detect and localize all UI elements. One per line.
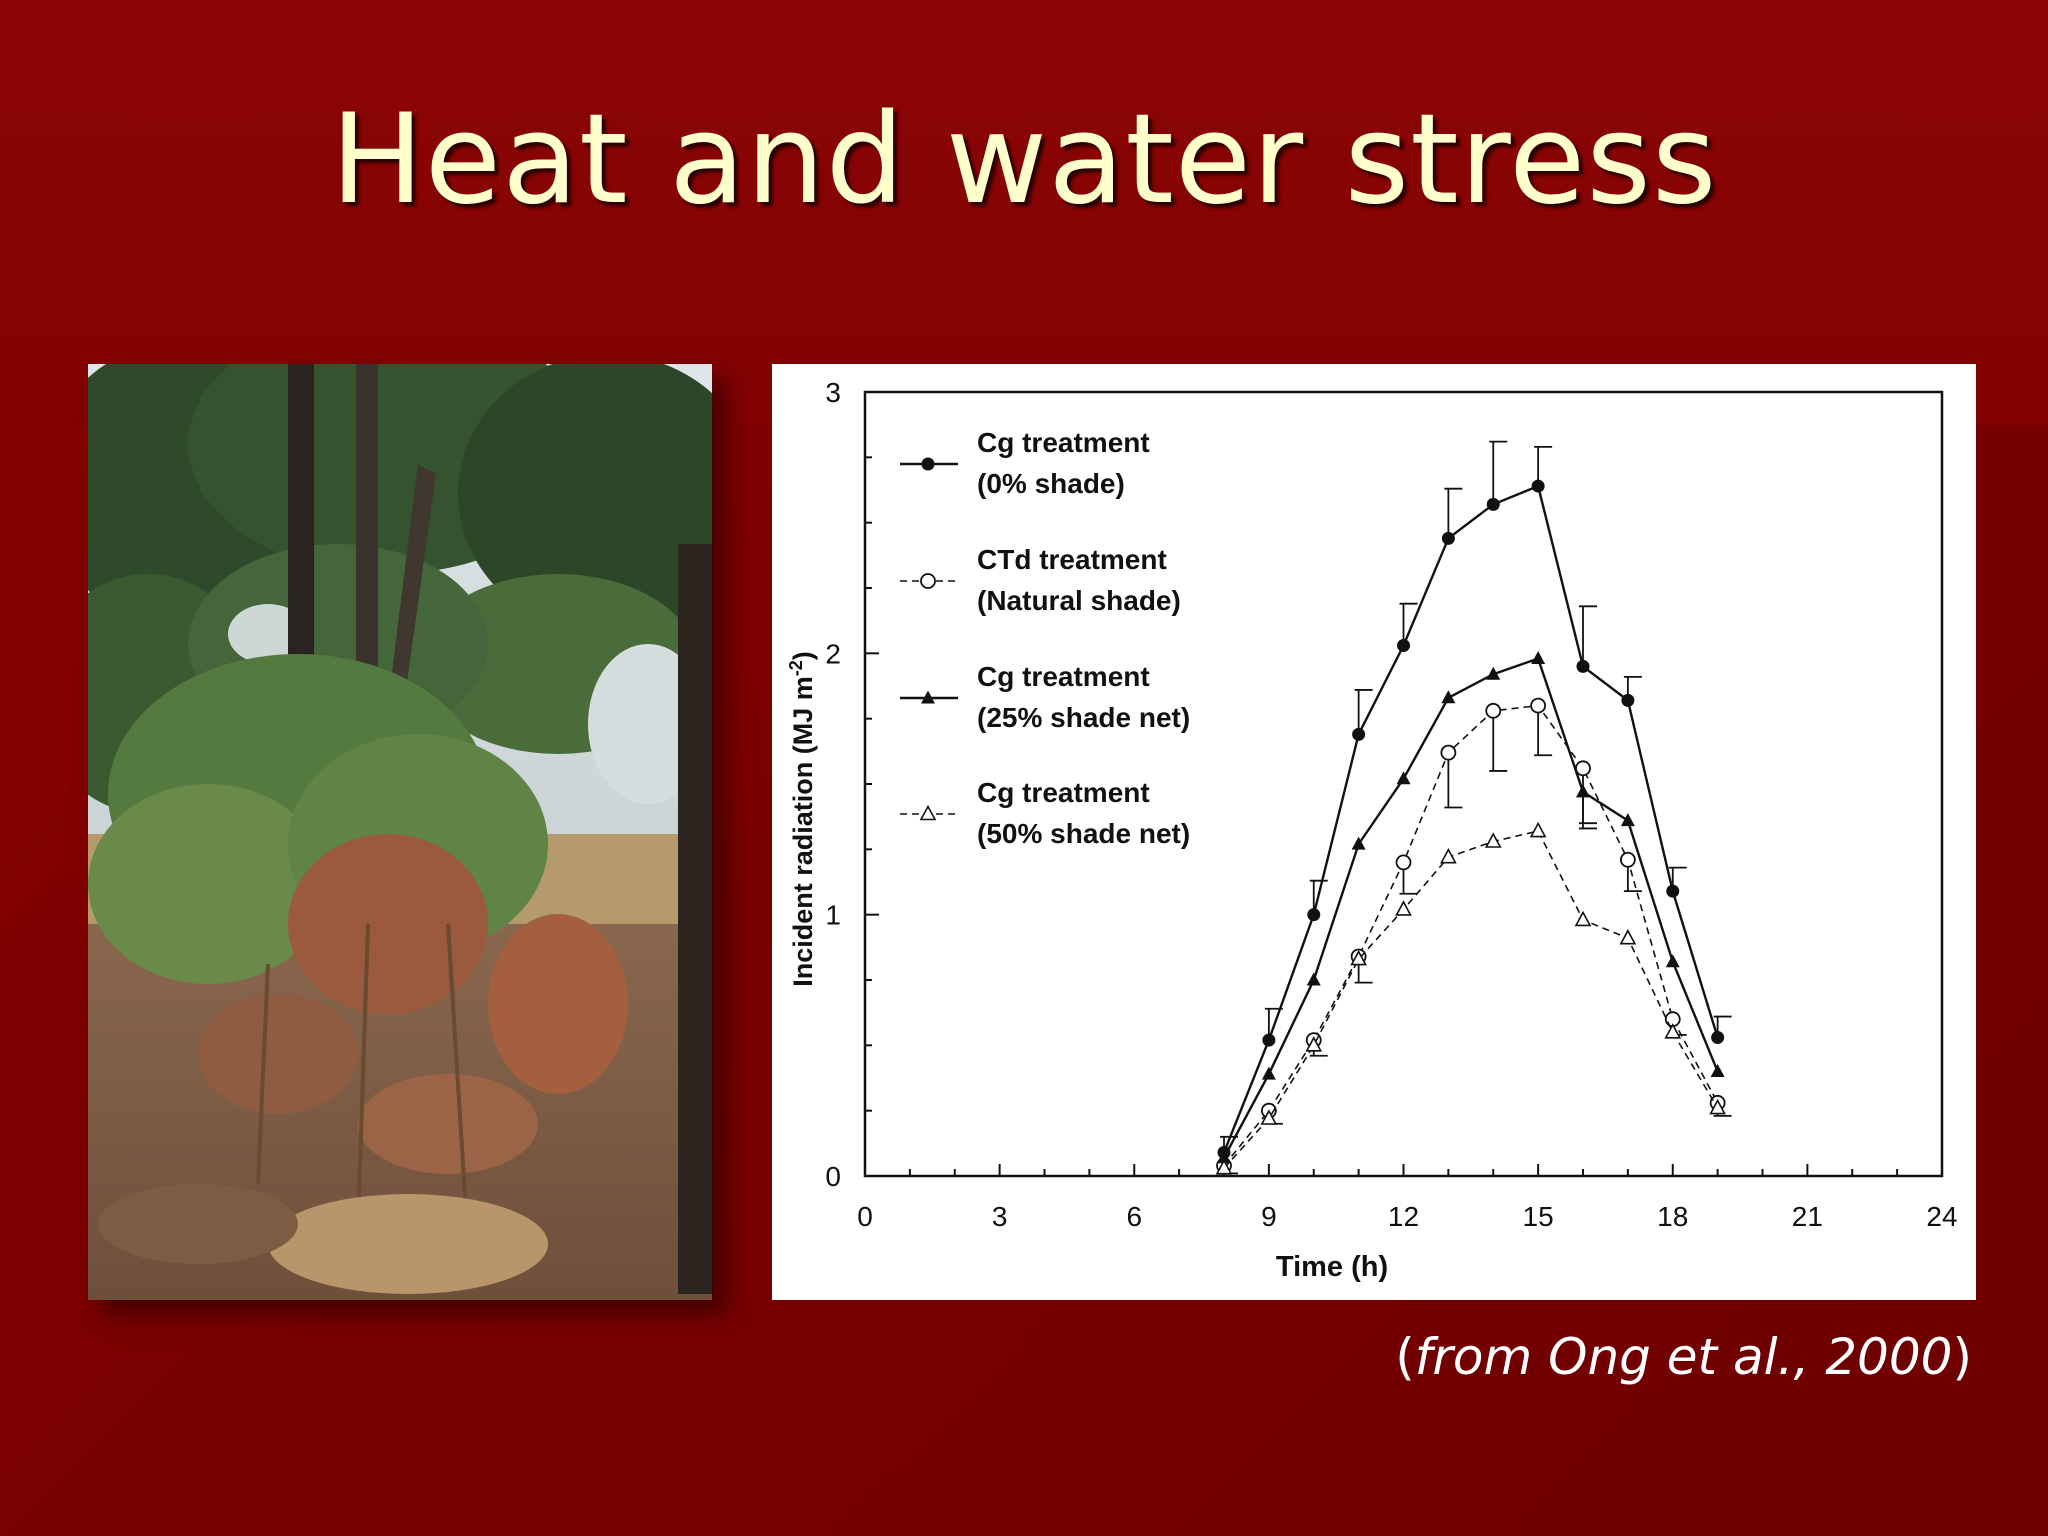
legend-label: Cg treatment: [977, 427, 1150, 458]
legend-label: Cg treatment: [977, 777, 1150, 808]
data-point: [1350, 949, 1367, 966]
data-point: [1306, 972, 1321, 986]
data-point: [1486, 666, 1501, 680]
data-point: [1576, 784, 1590, 798]
legend-sublabel: (50% shade net): [977, 818, 1190, 849]
crop-photo-illustration: [88, 364, 712, 1300]
legend-label: Cg treatment: [977, 661, 1150, 692]
x-tick-label: 18: [1657, 1201, 1688, 1232]
data-point: [1621, 693, 1635, 707]
legend-sublabel: (25% shade net): [977, 702, 1190, 733]
data-point: [1486, 497, 1500, 511]
slide-title: Heat and water stress: [330, 88, 1718, 232]
data-point: [1397, 638, 1410, 652]
data-point: [1217, 1150, 1231, 1164]
legend-sublabel: (0% shade): [977, 468, 1125, 499]
data-point: [1619, 851, 1636, 868]
series-2: [1216, 697, 1732, 1175]
series-4: [1215, 821, 1726, 1175]
data-point: [1709, 1098, 1726, 1115]
data-point: [1441, 531, 1455, 545]
x-tick-label: 3: [992, 1201, 1008, 1232]
data-point: [1664, 1023, 1682, 1039]
data-point: [1531, 479, 1545, 493]
data-point: [1261, 1066, 1276, 1080]
y-tick-label: 1: [825, 900, 841, 931]
legend-entry-4: Cg treatment (50% shade net): [900, 777, 1190, 849]
data-point: [1262, 1033, 1276, 1047]
y-axis-label-close: ): [788, 651, 818, 660]
chart-series: [1215, 440, 1732, 1175]
legend-sublabel: (Natural shade): [977, 585, 1181, 616]
y-tick-label: 2: [825, 638, 841, 669]
citation: (from Ong et al., 2000): [1395, 1328, 1972, 1386]
x-tick-label: 0: [857, 1201, 873, 1232]
citation-text: from Ong et al., 2000: [1414, 1328, 1953, 1386]
background-band: [0, 0, 2048, 425]
legend-marker: [921, 690, 935, 704]
series-line: [1223, 830, 1719, 1169]
legend-label: CTd treatment: [977, 544, 1167, 575]
data-point: [1440, 744, 1457, 761]
x-tick-label: 6: [1126, 1201, 1142, 1232]
series-line: [1223, 704, 1719, 1167]
y-axis-label-main: Incident radiation (MJ m: [788, 676, 818, 987]
data-point: [1305, 1036, 1323, 1052]
data-point: [1711, 1030, 1725, 1044]
data-point: [1260, 1109, 1278, 1125]
x-tick-label: 15: [1523, 1201, 1554, 1232]
data-point: [1352, 727, 1366, 741]
x-tick-label: 12: [1388, 1201, 1419, 1232]
y-axis-label: Incident radiation (MJ m-2): [786, 651, 818, 987]
series-line: [1222, 657, 1719, 1159]
data-point: [1395, 900, 1412, 916]
x-tick-label: 21: [1792, 1201, 1823, 1232]
radiation-chart-panel: 0 3 6 9 12 15 18 21 24 0 1 2 3 Cg treatment (0% shade…: [772, 364, 1976, 1300]
y-tick-label: 0: [825, 1161, 841, 1192]
data-point: [1440, 847, 1457, 864]
chart-legend: Cg treatment (0% shade) CTd treatment (Natu…: [900, 427, 1190, 849]
data-point: [1576, 659, 1590, 673]
data-point: [1531, 651, 1546, 665]
x-tick-label: 24: [1926, 1201, 1957, 1232]
y-axis-label-superscript: -2: [786, 660, 806, 676]
data-point: [1620, 813, 1635, 827]
data-point: [1395, 854, 1412, 871]
data-point: [1574, 910, 1592, 927]
citation-close-paren: ): [1952, 1328, 1972, 1386]
citation-open-paren: (: [1395, 1328, 1415, 1386]
x-tick-label: 9: [1261, 1201, 1277, 1232]
data-point: [1396, 771, 1411, 785]
legend-entry-3: Cg treatment (25% shade net): [900, 661, 1190, 733]
legend-marker: [921, 457, 935, 471]
data-point: [1351, 836, 1366, 850]
series-1: [1217, 440, 1732, 1159]
data-point: [1484, 832, 1502, 848]
legend-entry-2: CTd treatment (Natural shade): [900, 544, 1181, 616]
series-3: [1217, 651, 1725, 1164]
data-point: [1575, 760, 1591, 777]
legend-entry-1: Cg treatment (0% shade): [900, 427, 1150, 499]
data-point: [1307, 908, 1321, 922]
field-photo: [88, 364, 712, 1300]
data-point: [1441, 690, 1456, 704]
data-point: [1530, 697, 1547, 714]
legend-marker: [919, 804, 937, 821]
data-point: [1666, 884, 1680, 898]
data-point: [1485, 702, 1502, 719]
data-point: [1215, 1158, 1233, 1175]
data-point: [1619, 928, 1637, 945]
data-point: [1710, 1063, 1725, 1077]
data-point: [1529, 821, 1547, 838]
series-line: [1222, 484, 1719, 1153]
x-axis-label: Time (h): [1276, 1251, 1388, 1283]
legend-marker: [920, 573, 936, 589]
y-tick-label: 3: [825, 377, 841, 408]
data-point: [1665, 954, 1680, 968]
